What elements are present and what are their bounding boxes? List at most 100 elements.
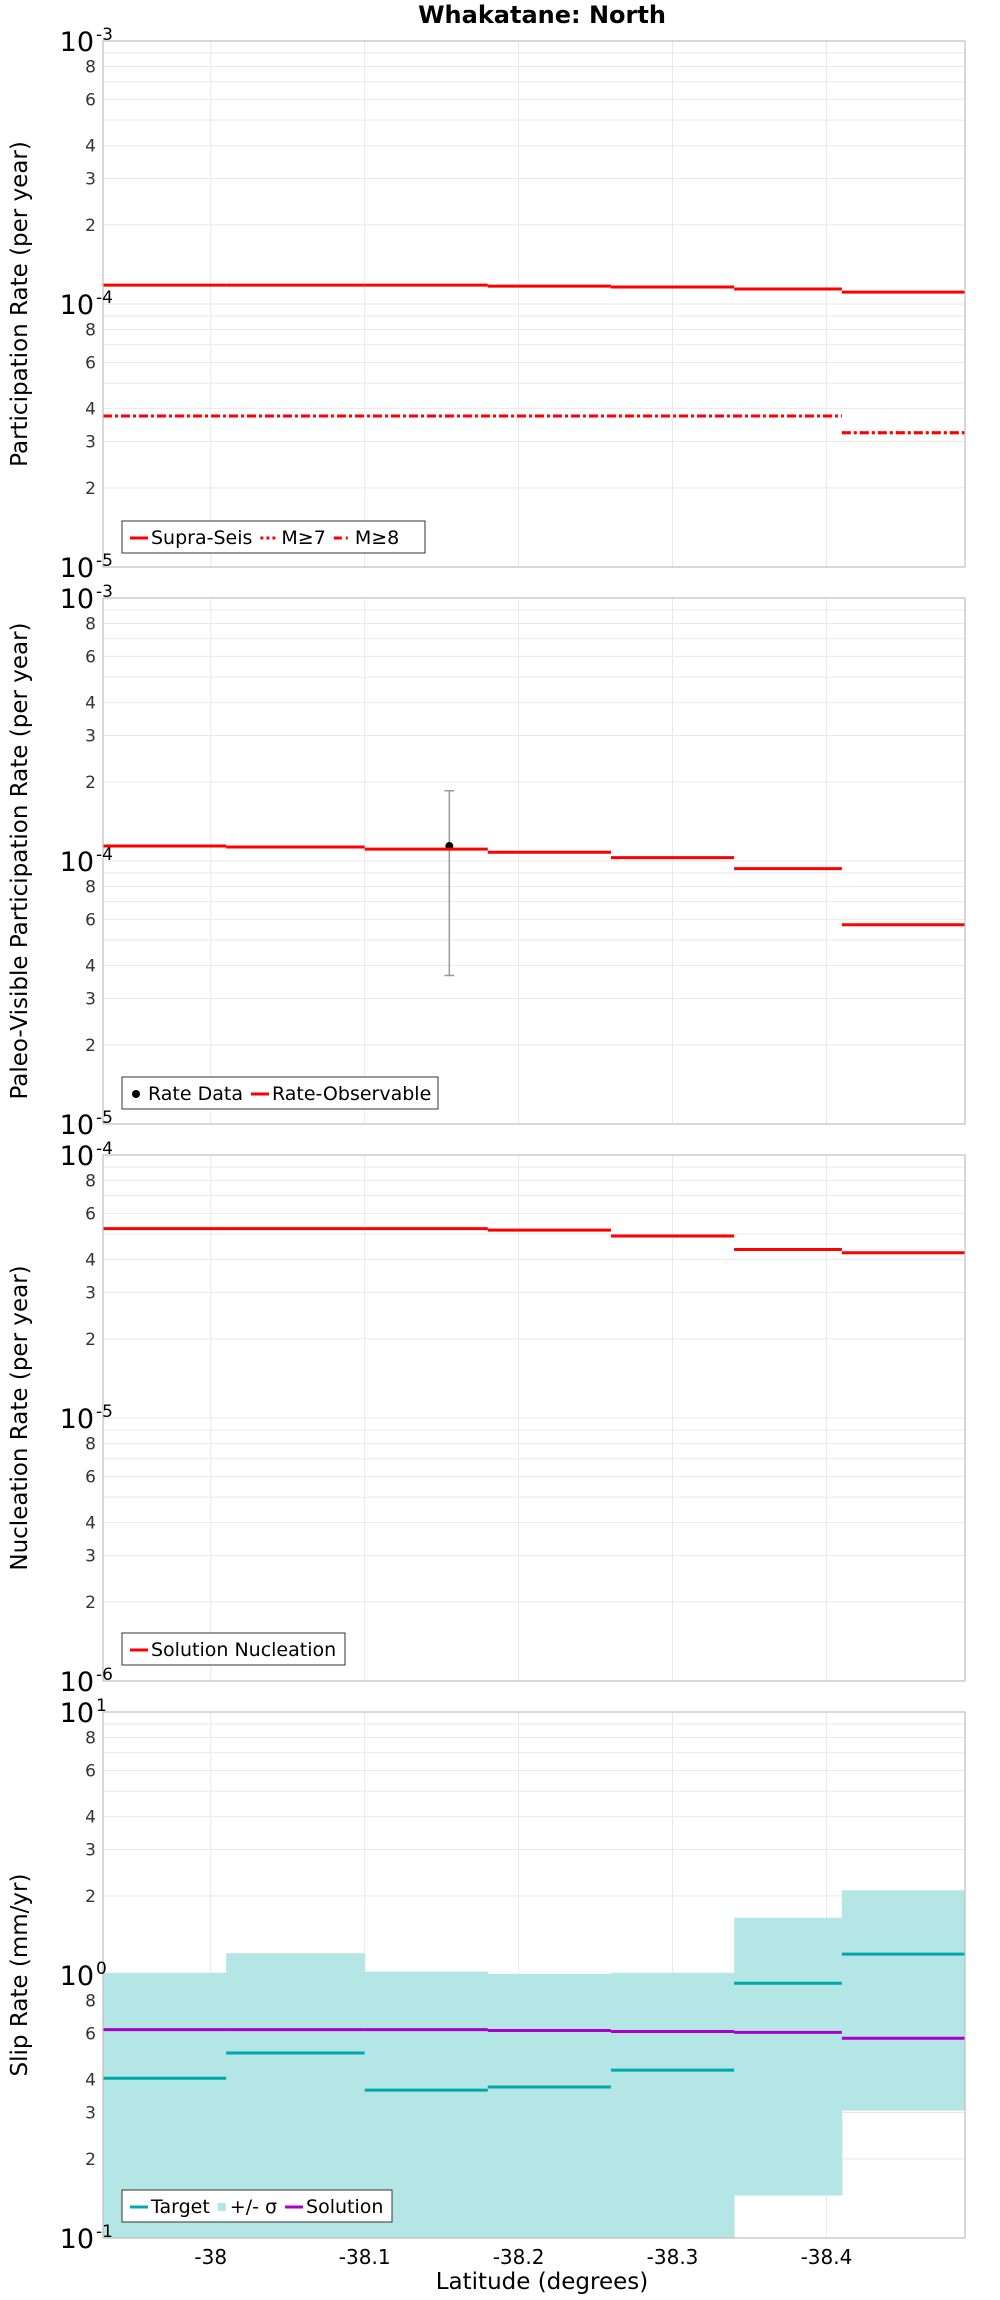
y-tick-label: 10 bbox=[60, 1698, 94, 1729]
y-tick-exponent: -3 bbox=[96, 582, 113, 602]
legend-box bbox=[121, 520, 426, 554]
band-segment bbox=[734, 1917, 843, 2196]
legend-label: Target bbox=[150, 2196, 210, 2218]
x-axis-label: Latitude (degrees) bbox=[436, 2269, 649, 2295]
legend-entry: Solution Nucleation bbox=[130, 1639, 336, 1661]
legend-label: +/- σ bbox=[230, 2196, 277, 2218]
y-axis-label: Participation Rate (per year) bbox=[7, 141, 33, 467]
y-tick-exponent: -1 bbox=[96, 2222, 113, 2242]
y-minor-tick-label: 2 bbox=[85, 479, 96, 499]
legend-entry: Rate-Observable bbox=[250, 1083, 431, 1105]
legend-box bbox=[121, 2189, 393, 2223]
plot-frame bbox=[102, 1154, 966, 1682]
legend-box bbox=[121, 1632, 346, 1666]
series-- bbox=[103, 1890, 966, 2238]
y-tick-exponent: -3 bbox=[96, 25, 113, 45]
y-tick-exponent: 0 bbox=[96, 1959, 107, 1979]
y-tick-label: 10 bbox=[60, 1404, 94, 1435]
y-minor-tick-label: 6 bbox=[85, 910, 96, 930]
y-minor-tick-label: 3 bbox=[85, 170, 96, 190]
y-minor-tick-label: 4 bbox=[85, 1808, 96, 1828]
series-m-7 bbox=[103, 414, 965, 435]
y-tick-exponent: -4 bbox=[96, 845, 113, 865]
y-minor-tick-label: 8 bbox=[85, 1171, 96, 1191]
y-minor-tick-label: 4 bbox=[85, 957, 96, 977]
y-minor-tick-label: 6 bbox=[85, 1204, 96, 1224]
legend-marker bbox=[132, 1090, 140, 1098]
y-minor-tick-label: 6 bbox=[85, 1761, 96, 1781]
legend-entry: M≥7 bbox=[260, 527, 326, 549]
y-minor-tick-label: 8 bbox=[85, 320, 96, 340]
legend-label: Rate Data bbox=[148, 1083, 243, 1105]
y-tick-label: 10 bbox=[60, 2224, 94, 2255]
legend: Rate Data Rate-Observable bbox=[121, 1076, 439, 1110]
y-tick-exponent: -6 bbox=[96, 1665, 113, 1685]
y-minor-tick-label: 8 bbox=[85, 1434, 96, 1454]
y-minor-tick-label: 4 bbox=[85, 137, 96, 157]
y-tick-label: 10 bbox=[60, 1961, 94, 1992]
legend-label: M≥8 bbox=[355, 527, 399, 549]
y-minor-tick-label: 3 bbox=[85, 1841, 96, 1861]
y-tick-label: 10 bbox=[60, 1667, 94, 1698]
y-minor-tick-label: 3 bbox=[85, 990, 96, 1010]
legend: Solution Nucleation bbox=[121, 1632, 346, 1666]
y-minor-tick-label: 2 bbox=[85, 216, 96, 236]
y-minor-tick-label: 4 bbox=[85, 694, 96, 714]
y-tick-exponent: -5 bbox=[96, 551, 113, 571]
band-segment bbox=[610, 1972, 735, 2238]
y-minor-tick-label: 6 bbox=[85, 353, 96, 373]
series-supra-seis bbox=[103, 283, 965, 294]
y-tick-label: 10 bbox=[60, 1141, 94, 1172]
y-axis-label: Nucleation Rate (per year) bbox=[7, 1265, 33, 1570]
y-tick-exponent: -4 bbox=[96, 1139, 113, 1159]
y-minor-tick-label: 8 bbox=[85, 877, 96, 897]
y-minor-tick-label: 2 bbox=[85, 1887, 96, 1907]
legend-label: M≥7 bbox=[281, 527, 325, 549]
series-solution bbox=[103, 2028, 965, 2040]
y-minor-tick-label: 3 bbox=[85, 1547, 96, 1567]
x-tick-label: -38.4 bbox=[801, 2245, 853, 2269]
band-segment bbox=[841, 1890, 966, 2111]
y-tick-exponent: -5 bbox=[96, 1108, 113, 1128]
y-minor-tick-label: 2 bbox=[85, 1036, 96, 1056]
y-minor-tick-label: 4 bbox=[85, 1251, 96, 1271]
y-tick-exponent: 1 bbox=[96, 1696, 107, 1716]
y-axis-label: Paleo-Visible Participation Rate (per ye… bbox=[7, 622, 33, 1099]
plot-frame bbox=[102, 40, 966, 568]
y-minor-tick-label: 8 bbox=[85, 57, 96, 77]
y-tick-label: 10 bbox=[60, 847, 94, 878]
legend-entry: Supra-Seis bbox=[130, 527, 252, 549]
y-minor-tick-label: 8 bbox=[85, 1728, 96, 1748]
x-tick-label: -38.3 bbox=[647, 2245, 699, 2269]
y-minor-tick-label: 6 bbox=[85, 2024, 96, 2044]
x-tick-label: -38.1 bbox=[339, 2245, 391, 2269]
y-minor-tick-label: 2 bbox=[85, 773, 96, 793]
series-target bbox=[103, 1952, 965, 2092]
legend-box bbox=[121, 1076, 439, 1110]
chart-title: Whakatane: North bbox=[418, 1, 666, 29]
series-solution-nucleation bbox=[103, 1227, 965, 1255]
y-minor-tick-label: 4 bbox=[85, 400, 96, 420]
y-tick-label: 10 bbox=[60, 553, 94, 584]
y-minor-tick-label: 4 bbox=[85, 2071, 96, 2091]
band-segment bbox=[487, 1973, 612, 2238]
legend-entry: Solution bbox=[285, 2196, 383, 2218]
plot-frame bbox=[102, 597, 966, 1125]
y-tick-label: 10 bbox=[60, 1110, 94, 1141]
y-minor-tick-label: 2 bbox=[85, 1593, 96, 1613]
legend-swatch bbox=[217, 2203, 226, 2211]
legend: Target +/- σ Solution bbox=[121, 2189, 393, 2223]
y-minor-tick-label: 8 bbox=[85, 1991, 96, 2011]
x-tick-label: -38 bbox=[194, 2245, 227, 2269]
y-minor-tick-label: 4 bbox=[85, 1514, 96, 1534]
y-tick-exponent: -4 bbox=[96, 288, 113, 308]
y-minor-tick-label: 3 bbox=[85, 727, 96, 747]
legend-entry: M≥8 bbox=[333, 527, 399, 549]
series-rate-observable bbox=[103, 844, 965, 927]
legend-label: Solution Nucleation bbox=[151, 1639, 336, 1661]
